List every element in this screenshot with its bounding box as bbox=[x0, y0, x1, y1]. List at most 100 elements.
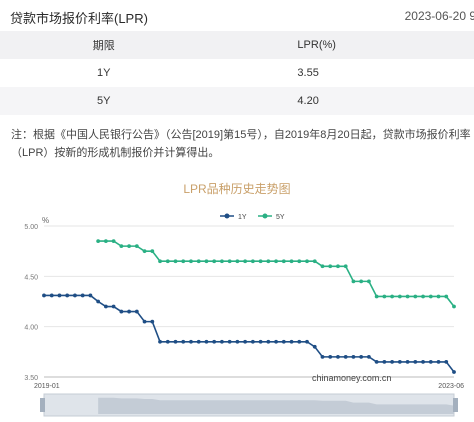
data-point bbox=[235, 259, 240, 264]
data-point bbox=[305, 339, 309, 344]
data-point bbox=[266, 259, 271, 264]
zoom-handle-left[interactable] bbox=[40, 398, 45, 412]
data-point bbox=[212, 259, 217, 264]
data-point bbox=[289, 259, 294, 264]
footnote: 注：根据《中国人民银行公告》（公告[2019]第15号），自2019年8月20日… bbox=[11, 129, 471, 159]
data-point bbox=[181, 339, 186, 344]
data-point bbox=[289, 339, 294, 344]
data-point bbox=[196, 339, 201, 344]
data-point bbox=[212, 339, 217, 344]
data-point bbox=[80, 293, 85, 298]
data-point bbox=[220, 339, 224, 344]
chart-title: LPR品种历史走势图 bbox=[183, 182, 291, 196]
x-tick-label: 2023-06 bbox=[438, 383, 464, 390]
data-point bbox=[405, 294, 410, 299]
data-point bbox=[297, 339, 302, 344]
data-point bbox=[42, 293, 46, 298]
data-point bbox=[452, 304, 456, 309]
data-point bbox=[336, 264, 340, 269]
data-point bbox=[189, 339, 193, 344]
data-point bbox=[367, 354, 371, 359]
y-axis-unit: % bbox=[42, 216, 49, 225]
zoom-handle-right[interactable] bbox=[453, 398, 458, 412]
data-point bbox=[196, 259, 201, 264]
data-point bbox=[405, 360, 410, 364]
data-point bbox=[413, 360, 418, 364]
data-point bbox=[397, 360, 402, 364]
data-point bbox=[220, 259, 224, 264]
data-point bbox=[413, 294, 418, 299]
data-point bbox=[142, 249, 147, 254]
data-point bbox=[165, 339, 170, 344]
data-point bbox=[165, 259, 170, 264]
data-point bbox=[258, 339, 263, 344]
data-point bbox=[173, 339, 178, 344]
data-point bbox=[336, 354, 340, 359]
data-point bbox=[65, 293, 70, 298]
data-point bbox=[428, 294, 433, 299]
data-point bbox=[250, 339, 255, 344]
data-point bbox=[235, 339, 240, 344]
data-zoom-slider[interactable] bbox=[40, 393, 458, 417]
data-point bbox=[382, 294, 387, 299]
data-point bbox=[343, 354, 348, 359]
data-point bbox=[436, 294, 441, 299]
data-point bbox=[243, 339, 248, 344]
data-point bbox=[111, 239, 116, 244]
column-header-rate: LPR(%) bbox=[297, 39, 336, 51]
data-point bbox=[57, 293, 62, 298]
data-point bbox=[204, 259, 209, 264]
data-point bbox=[390, 294, 395, 299]
data-point bbox=[134, 244, 139, 249]
data-point bbox=[119, 244, 124, 249]
data-point bbox=[359, 354, 364, 359]
data-point bbox=[119, 309, 124, 314]
data-point bbox=[73, 293, 77, 298]
data-point bbox=[103, 239, 108, 244]
data-point bbox=[305, 259, 309, 264]
data-point bbox=[150, 319, 155, 324]
data-point bbox=[374, 294, 379, 299]
y-tick-label: 5.00 bbox=[24, 224, 38, 231]
data-point bbox=[452, 370, 456, 374]
data-point bbox=[189, 259, 193, 264]
term-cell: 5Y bbox=[96, 95, 111, 107]
data-point bbox=[312, 259, 317, 264]
table-row: 5Y 4.20 bbox=[0, 87, 474, 115]
y-tick-label: 4.50 bbox=[24, 274, 38, 281]
data-point bbox=[250, 259, 255, 264]
data-point bbox=[158, 339, 162, 344]
data-point bbox=[382, 360, 387, 364]
y-tick-label: 4.00 bbox=[24, 325, 38, 332]
data-point bbox=[343, 264, 348, 269]
data-point bbox=[359, 279, 364, 284]
page-title: 贷款市场报价利率(LPR) bbox=[10, 11, 148, 26]
data-point bbox=[88, 293, 93, 298]
table-header-row: 期限 LPR(%) bbox=[0, 31, 474, 59]
data-point bbox=[274, 259, 278, 264]
data-point bbox=[397, 294, 402, 299]
data-point bbox=[134, 309, 139, 314]
data-point bbox=[444, 294, 449, 299]
data-point bbox=[103, 304, 108, 309]
legend-swatch-marker bbox=[224, 213, 230, 219]
data-point bbox=[328, 264, 333, 269]
data-point bbox=[320, 264, 325, 269]
watermark: chinamoney.com.cn bbox=[312, 373, 391, 383]
data-point bbox=[444, 360, 449, 364]
data-point bbox=[274, 339, 278, 344]
column-header-term: 期限 bbox=[92, 40, 115, 52]
legend-swatch-marker bbox=[262, 213, 268, 219]
y-tick-label: 3.50 bbox=[24, 375, 38, 382]
data-point bbox=[173, 259, 178, 264]
data-point bbox=[227, 259, 232, 264]
data-point bbox=[367, 279, 371, 284]
data-point bbox=[127, 244, 131, 249]
data-point bbox=[204, 339, 209, 344]
data-point bbox=[374, 360, 379, 364]
zoom-preview bbox=[98, 397, 454, 414]
data-point bbox=[258, 259, 263, 264]
data-point bbox=[297, 259, 302, 264]
data-point bbox=[127, 309, 131, 314]
